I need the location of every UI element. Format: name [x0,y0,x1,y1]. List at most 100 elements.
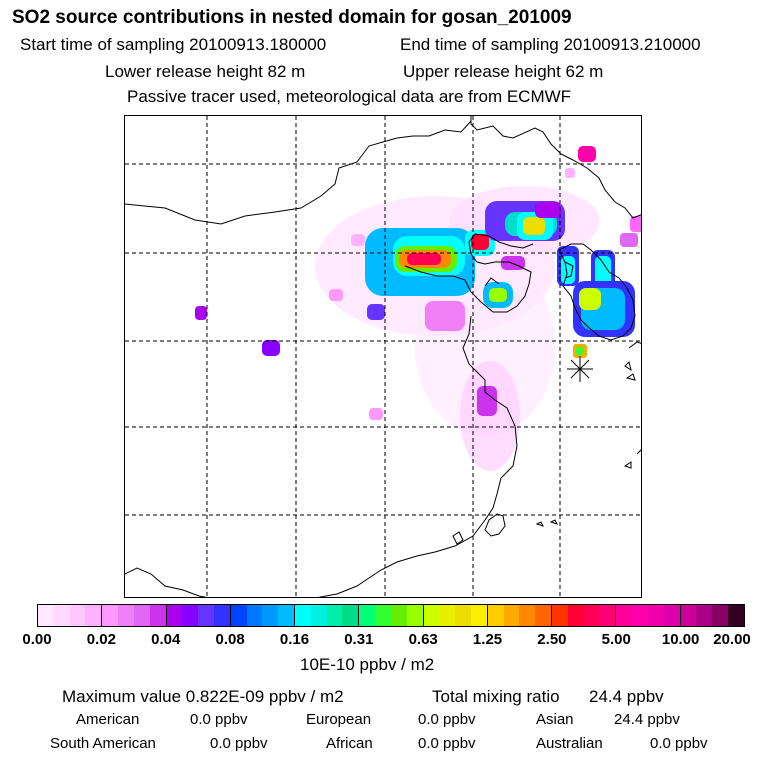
spot-1 [578,146,596,162]
colorbar-cell [599,605,617,626]
colorbar-cell [439,605,456,626]
spot-3 [262,340,280,356]
region-asian-value: 24.4 ppbv [614,711,680,728]
region-south-american-name: South American [50,735,156,752]
island-3 [623,461,632,469]
colorbar-cell [85,605,103,626]
plume-korea-north-cyan [561,256,575,284]
colorbar-cell [552,605,568,626]
island-small-2 [549,519,558,525]
colorbar-cell [262,605,279,626]
colorbar-cell [53,605,70,626]
region-european-name: European [306,711,372,728]
region-american-value: 0.0 ppbv [190,711,248,728]
spot-12 [351,234,365,246]
colorbar-cell [246,605,263,626]
colorbar-cell [182,605,199,626]
upper-release-height: Upper release height 62 m [403,62,604,81]
island-taiwan [484,513,506,537]
receptor-marker [567,356,593,382]
plume-main-core [407,253,441,265]
spot-10 [477,386,497,416]
lower-release-height: Lower release height 82 m [105,62,306,81]
spot-9 [425,301,465,331]
colorbar-tick-label: 5.00 [601,631,631,648]
concentration-field [195,146,641,471]
region-asian-name: Asian [536,711,574,728]
figure-title: SO2 source contributions in nested domai… [12,7,572,28]
plume-beijing-core [471,234,489,250]
spot-4 [367,304,385,320]
colorbar-cell [213,605,231,626]
colorbar-cell [616,605,633,626]
colorbar-tick-label: 0.31 [344,631,374,648]
colorbar-tick-label: 2.50 [537,631,567,648]
colorbar-cell [519,605,536,626]
colorbar-tick-label: 0.08 [215,631,245,648]
colorbar-cell [359,605,376,626]
colorbar-tick-label: 1.25 [472,631,503,648]
region-african-value: 0.0 ppbv [418,735,476,752]
spot-13 [565,168,575,178]
colorbar-unit: 10E-10 ppbv / m2 [300,655,435,674]
region-australian-value: 0.0 ppbv [650,735,708,752]
total-mixing-label: Total mixing ratio [432,687,560,706]
colorbar-cell [647,605,664,626]
colorbar-cell [149,605,167,626]
colorbar-tick-label: 10.00 [661,631,700,648]
colorbar-cell [455,605,471,626]
colorbar-tick-label: 0.02 [86,631,116,648]
colorbar-tick-label: 20.00 [713,631,751,648]
colorbar [37,604,745,627]
maximum-value: Maximum value 0.822E-09 ppbv / m2 [62,687,344,706]
colorbar-cell [535,605,552,626]
region-australian-name: Australian [536,735,603,752]
island-hainan [452,531,464,545]
coast-north-china [125,116,472,225]
map-panel [124,115,642,598]
colorbar-cell [102,605,119,626]
colorbar-tick-label: 0.63 [408,631,438,648]
coast-japan [628,341,641,349]
colorbar-cell [470,605,488,626]
colorbar-ticks: 0.00 0.02 0.04 0.08 0.16 0.31 0.63 1.25 2.50 5.00… [0,631,768,651]
colorbar-cell [375,605,391,626]
coast-korea-west [564,261,574,279]
colorbar-tick-label: 0.04 [151,631,181,648]
region-american-name: American [76,711,140,728]
colorbar-cell [342,605,360,626]
region-european-value: 0.0 ppbv [418,711,476,728]
colorbar-tick-label: 0.00 [22,631,52,648]
colorbar-cell [503,605,520,626]
sampling-start: Start time of sampling 20100913.180000 [20,35,327,54]
colorbar-tick-label: 0.16 [279,631,310,648]
colorbar-cell [69,605,86,626]
map-canvas [125,116,641,597]
plume-shandong-core [489,288,507,302]
colorbar-cell [118,605,134,626]
total-mixing-value: 24.4 ppbv [589,687,664,706]
colorbar-cell [727,605,744,626]
plume-shenyang-core [523,217,545,235]
colorbar-cell [680,605,697,626]
spot-5 [329,289,343,301]
plume-northeast-purple [535,202,561,218]
island-2 [636,449,641,455]
colorbar-cell [487,605,504,626]
region-south-american-value: 0.0 ppbv [210,735,268,752]
lat-lon-grid [125,116,641,597]
colorbar-cell [310,605,327,626]
coast-china-east [317,315,518,597]
colorbar-cell [230,605,247,626]
coastlines [125,116,641,597]
coast-northeast [470,116,641,219]
island-1 [625,373,636,381]
colorbar-cell [406,605,424,626]
spot-11 [369,408,383,420]
coast-liaodong [484,277,500,287]
coast-bohai [404,233,534,313]
tracer-note: Passive tracer used, meteorological data… [127,87,572,106]
colorbar-cell [278,605,295,626]
colorbar-cell [390,605,407,626]
plume-jeju-green [576,347,584,355]
